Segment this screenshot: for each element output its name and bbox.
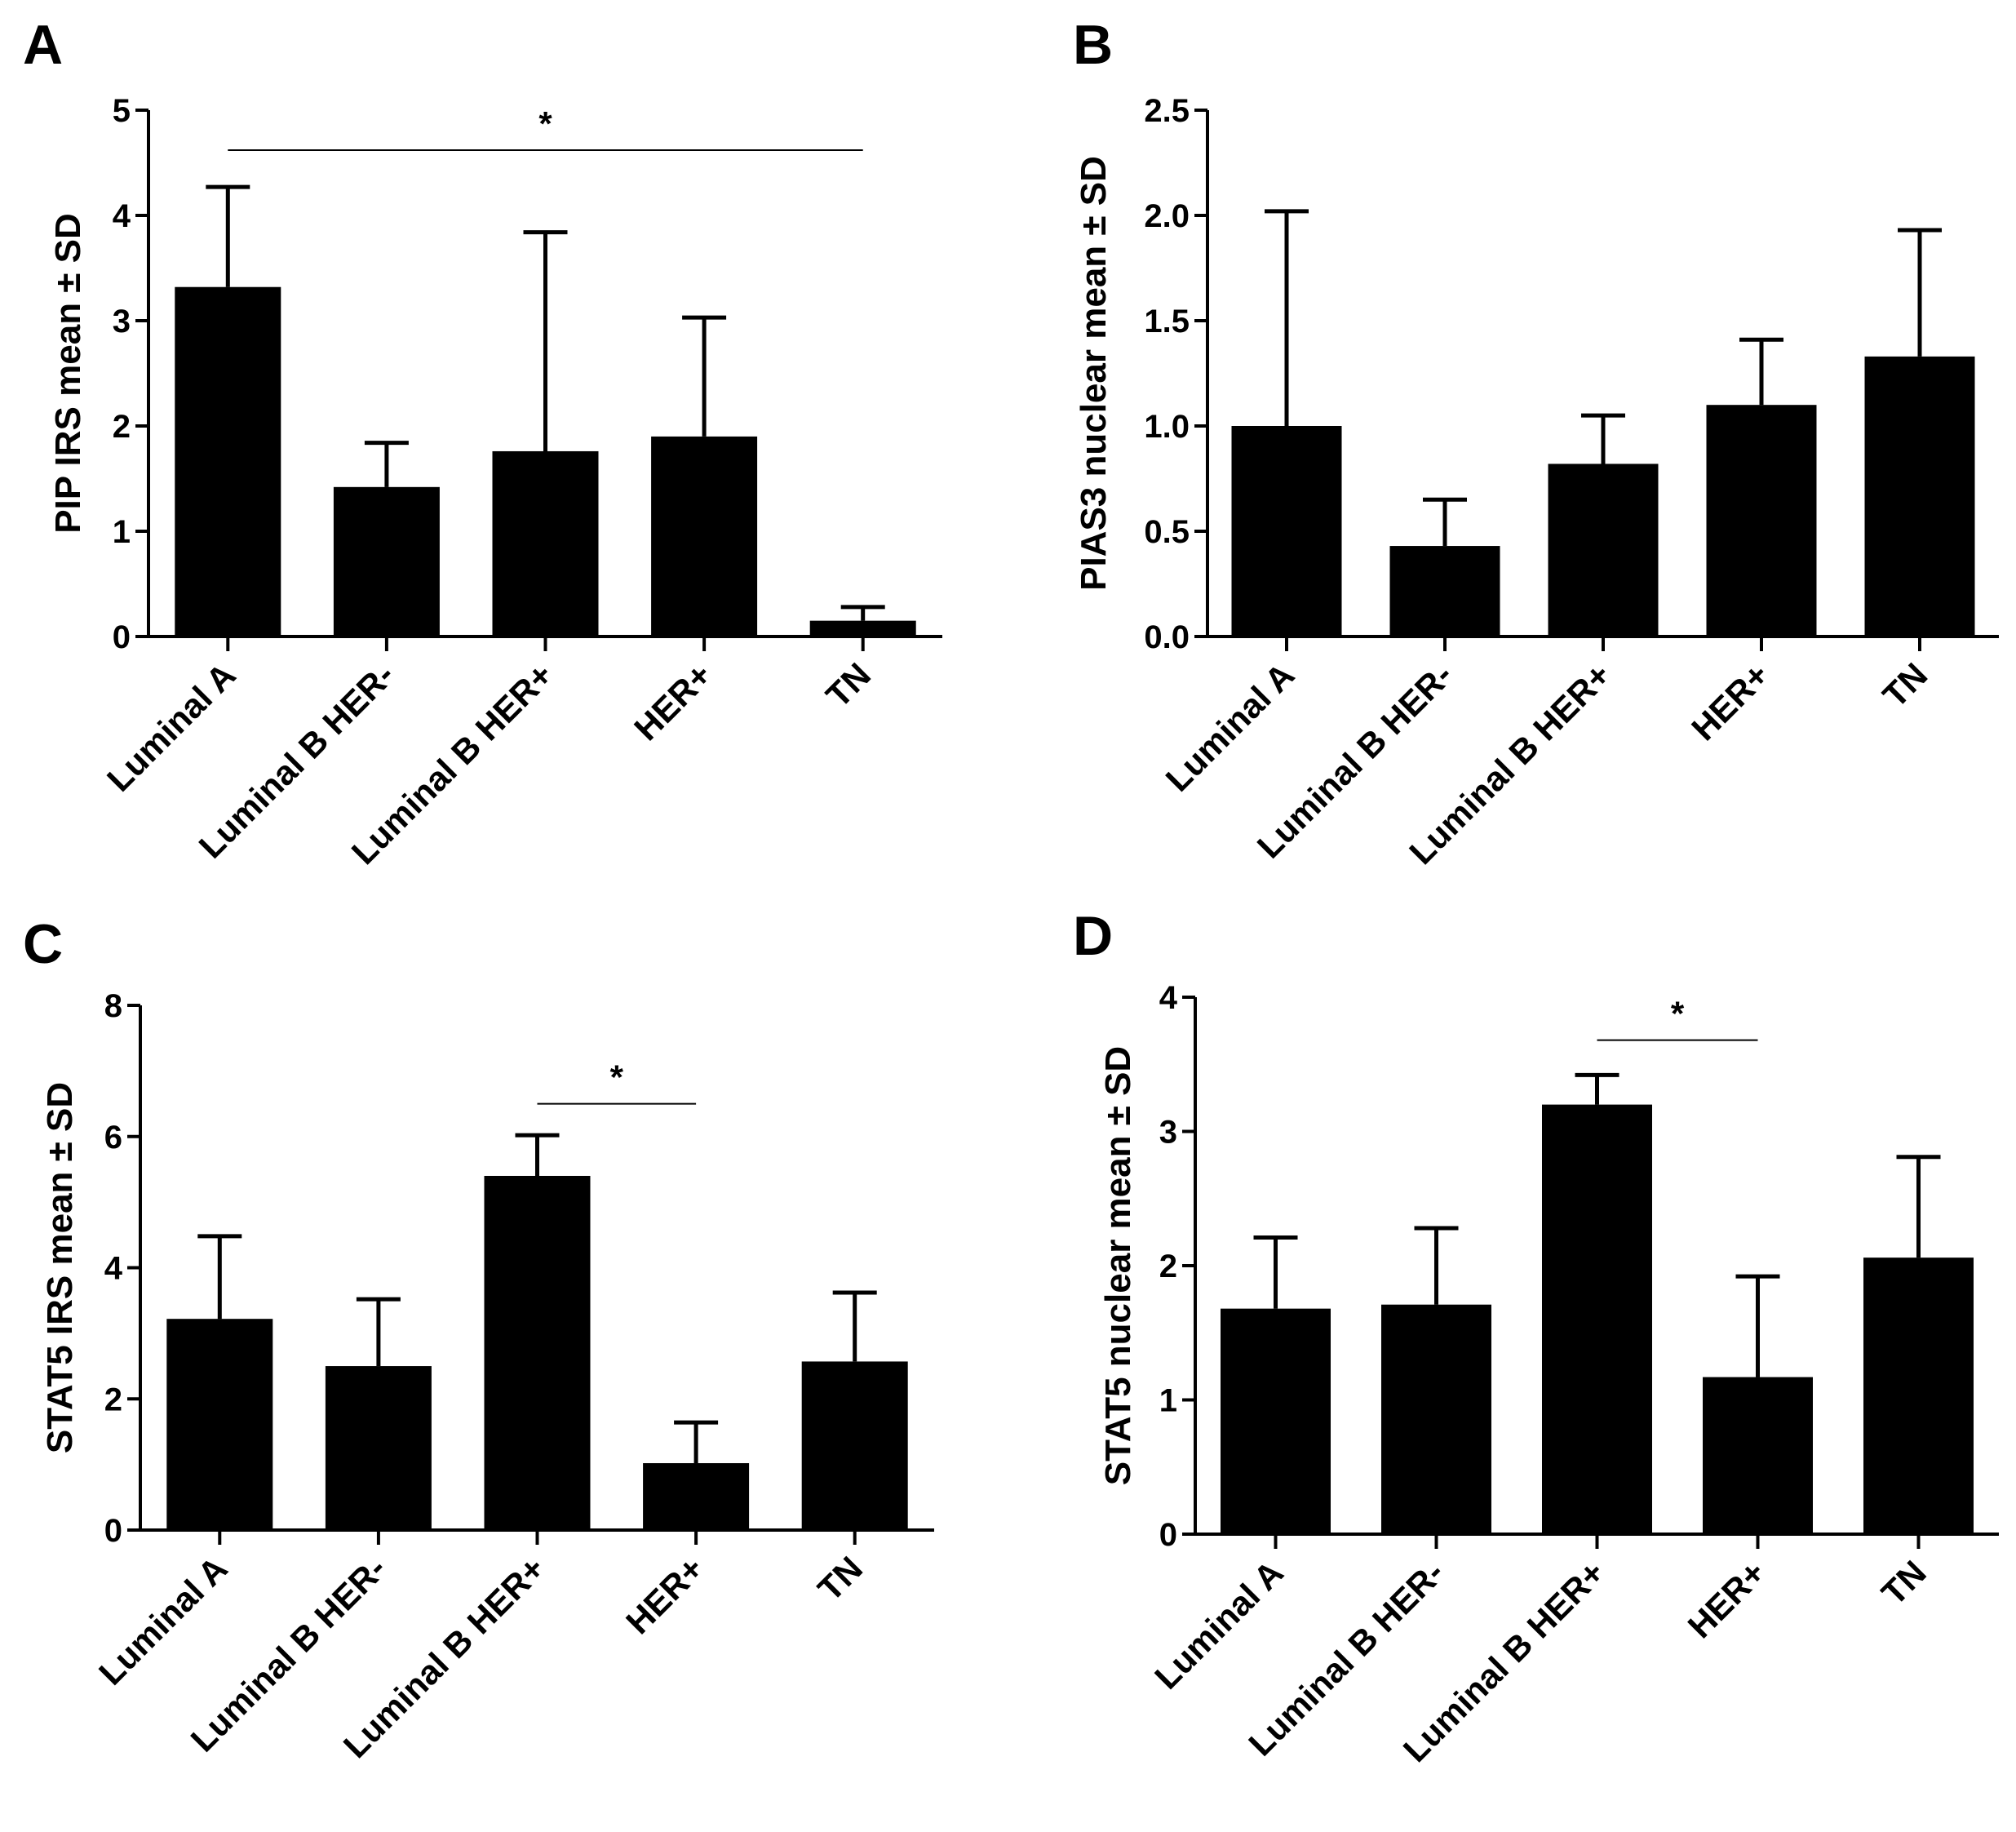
- bar: [1231, 426, 1342, 637]
- y-tick-label: 2.5: [1144, 93, 1190, 129]
- bar: [1706, 405, 1817, 637]
- bar: [801, 1361, 908, 1530]
- y-tick-label: 1.0: [1144, 409, 1190, 445]
- y-tick-label: 2: [113, 409, 131, 445]
- x-tick-label: HER+: [618, 1549, 711, 1641]
- y-tick-label: 4: [113, 198, 131, 234]
- bar: [1221, 1308, 1331, 1534]
- bar: [492, 450, 599, 637]
- panel-letter: C: [23, 913, 63, 975]
- significance-marker: *: [538, 104, 552, 143]
- x-tick-label: Luminal A: [1159, 655, 1302, 799]
- y-axis-label: STAT5 IRS mean ± SD: [40, 1082, 80, 1453]
- significance-marker: *: [1671, 995, 1685, 1033]
- y-axis-label: PIP IRS mean ± SD: [48, 213, 88, 534]
- y-tick-label: 0: [104, 1513, 122, 1549]
- bar: [1864, 356, 1975, 637]
- x-tick-label: HER+: [627, 655, 719, 747]
- y-tick-label: 2: [1159, 1249, 1177, 1284]
- bar: [484, 1175, 591, 1530]
- bar: [175, 286, 281, 637]
- bar: [809, 620, 916, 637]
- x-tick-label: TN: [1876, 655, 1935, 715]
- y-tick-label: 2: [104, 1382, 122, 1417]
- bar: [166, 1319, 273, 1530]
- y-tick-label: 0.5: [1144, 514, 1190, 550]
- y-tick-label: 6: [104, 1120, 122, 1156]
- x-tick-label: TN: [818, 655, 878, 715]
- y-tick-label: 0: [113, 619, 131, 655]
- bar: [333, 486, 440, 637]
- y-tick-label: 5: [113, 93, 131, 129]
- bar: [1542, 1104, 1652, 1534]
- y-tick-label: 4: [104, 1251, 123, 1287]
- x-tick-label: Luminal A: [1147, 1553, 1291, 1697]
- y-tick-label: 0.0: [1144, 619, 1190, 655]
- x-tick-label: Luminal A: [91, 1549, 235, 1692]
- y-tick-label: 8: [104, 988, 122, 1024]
- bar: [643, 1463, 750, 1530]
- y-tick-label: 4: [1159, 980, 1178, 1016]
- panel-letter: B: [1073, 14, 1113, 76]
- bar: [1863, 1258, 1974, 1534]
- bar: [325, 1366, 432, 1530]
- bar: [1703, 1377, 1813, 1534]
- y-tick-label: 3: [1159, 1115, 1177, 1151]
- y-tick-label: 1.5: [1144, 304, 1190, 339]
- y-tick-label: 0: [1159, 1517, 1177, 1553]
- x-tick-label: HER+: [1684, 655, 1776, 747]
- y-tick-label: 1: [1159, 1383, 1177, 1419]
- bar: [1381, 1304, 1491, 1534]
- y-axis-label: PIAS3 nuclear mean ± SD: [1074, 156, 1114, 591]
- x-tick-label: Luminal A: [100, 655, 243, 799]
- panel-letter: A: [23, 14, 63, 76]
- panel-letter: D: [1073, 905, 1113, 967]
- bar: [651, 436, 758, 637]
- bar: [1548, 464, 1659, 637]
- y-axis-label: STAT5 nuclear mean ± SD: [1098, 1046, 1138, 1485]
- y-tick-label: 1: [113, 514, 131, 550]
- x-tick-label: TN: [810, 1549, 870, 1608]
- y-tick-label: 2.0: [1144, 198, 1190, 234]
- significance-marker: *: [610, 1058, 624, 1097]
- y-tick-label: 3: [113, 304, 131, 339]
- x-tick-label: TN: [1874, 1553, 1934, 1612]
- bar: [1389, 546, 1500, 637]
- panel-b: B PIAS3 nuclear mean ± SD 0.0 0.5 1.0 1.5 2.0 2…: [1073, 14, 1999, 872]
- x-tick-label: HER+: [1681, 1553, 1773, 1645]
